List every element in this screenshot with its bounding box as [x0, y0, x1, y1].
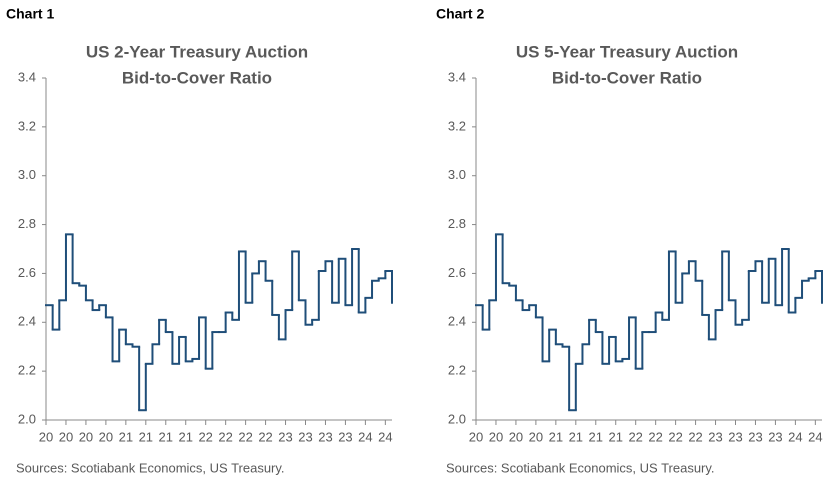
- x-tick-label: 22: [668, 429, 682, 444]
- x-tick-label: 21: [159, 429, 173, 444]
- x-tick-label: 20: [489, 429, 503, 444]
- x-tick-label: 21: [589, 429, 603, 444]
- x-tick-label: 20: [469, 429, 483, 444]
- x-tick-label: 21: [608, 429, 622, 444]
- chart-title: US 5-Year Treasury Auction: [516, 42, 738, 61]
- y-tick-label: 3.4: [18, 69, 36, 84]
- y-tick-label: 2.0: [18, 411, 36, 426]
- y-tick-label: 2.2: [18, 363, 36, 378]
- x-tick-label: 21: [569, 429, 583, 444]
- x-tick-label: 22: [258, 429, 272, 444]
- y-tick-label: 2.4: [18, 314, 36, 329]
- x-tick-label: 22: [218, 429, 232, 444]
- x-tick-label: 22: [238, 429, 252, 444]
- y-tick-label: 2.2: [448, 363, 466, 378]
- source: Sources: Scotiabank Economics, US Treasu…: [446, 460, 715, 475]
- x-tick-label: 21: [549, 429, 563, 444]
- x-tick-label: 23: [278, 429, 292, 444]
- step-connector: [481, 234, 823, 411]
- y-tick-label: 3.0: [18, 167, 36, 182]
- x-tick-label: 24: [808, 429, 822, 444]
- y-tick-label: 2.6: [18, 265, 36, 280]
- panel-label: Chart 1: [6, 6, 54, 22]
- y-tick-label: 2.6: [448, 265, 466, 280]
- chart-subtitle: Bid-to-Cover Ratio: [552, 68, 702, 87]
- x-tick-label: 21: [178, 429, 192, 444]
- x-tick-label: 23: [338, 429, 352, 444]
- x-tick-label: 23: [748, 429, 762, 444]
- y-tick-label: 2.8: [18, 216, 36, 231]
- x-tick-label: 24: [378, 429, 392, 444]
- source: Sources: Scotiabank Economics, US Treasu…: [16, 460, 285, 475]
- x-tick-label: 20: [79, 429, 93, 444]
- y-tick-label: 3.4: [448, 69, 466, 84]
- panel-label: Chart 2: [436, 6, 484, 22]
- x-tick-label: 20: [509, 429, 523, 444]
- y-tick-label: 2.4: [448, 314, 466, 329]
- x-tick-label: 23: [318, 429, 332, 444]
- x-tick-label: 20: [99, 429, 113, 444]
- x-tick-label: 24: [358, 429, 372, 444]
- x-tick-label: 23: [298, 429, 312, 444]
- x-tick-label: 20: [39, 429, 53, 444]
- y-tick-label: 2.0: [448, 411, 466, 426]
- x-tick-label: 21: [119, 429, 133, 444]
- y-tick-label: 3.2: [18, 118, 36, 133]
- step-connector: [51, 234, 393, 411]
- x-tick-label: 23: [728, 429, 742, 444]
- y-tick-label: 3.0: [448, 167, 466, 182]
- x-tick-label: 23: [708, 429, 722, 444]
- x-tick-label: 22: [688, 429, 702, 444]
- x-tick-label: 22: [648, 429, 662, 444]
- x-tick-label: 20: [529, 429, 543, 444]
- x-tick-label: 20: [59, 429, 73, 444]
- x-tick-label: 22: [628, 429, 642, 444]
- y-tick-label: 2.8: [448, 216, 466, 231]
- y-tick-label: 3.2: [448, 118, 466, 133]
- x-tick-label: 22: [198, 429, 212, 444]
- x-tick-label: 21: [139, 429, 153, 444]
- x-tick-label: 24: [788, 429, 802, 444]
- chart-subtitle: Bid-to-Cover Ratio: [122, 68, 272, 87]
- x-tick-label: 23: [768, 429, 782, 444]
- chart-title: US 2-Year Treasury Auction: [86, 42, 308, 61]
